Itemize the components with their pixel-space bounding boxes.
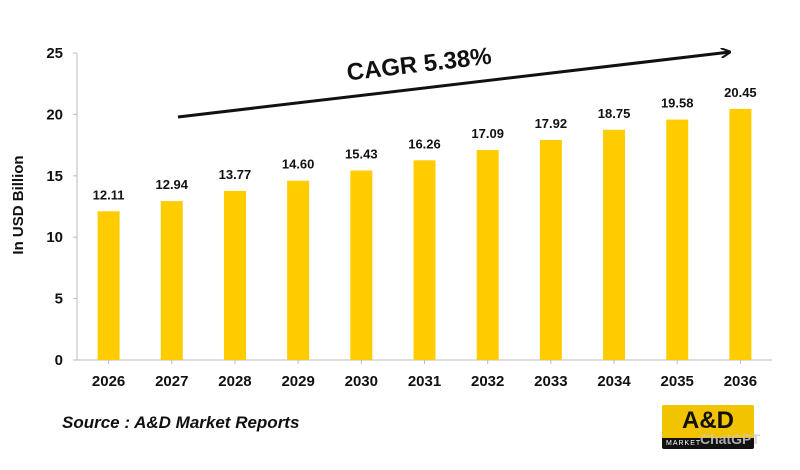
- x-tick-label: 2034: [597, 373, 631, 390]
- bar: [666, 119, 689, 360]
- y-tick-label: 10: [46, 229, 63, 246]
- data-label: 20.45: [724, 85, 757, 100]
- source-note: Source : A&D Market Reports: [62, 413, 300, 432]
- cagr-arrow: [177, 52, 730, 119]
- bar: [539, 139, 562, 360]
- logo-mark: A&D: [682, 407, 734, 434]
- x-tick-label: 2028: [218, 373, 251, 390]
- bar: [476, 150, 499, 360]
- data-label: 17.09: [471, 126, 504, 141]
- bar: [350, 170, 373, 360]
- watermark-text: ChatGPT: [700, 431, 760, 447]
- x-tick-label: 2035: [661, 373, 694, 390]
- x-tick-label: 2036: [724, 373, 757, 390]
- x-tick-label: 2033: [534, 373, 567, 390]
- data-label: 14.60: [282, 157, 315, 172]
- data-label: 19.58: [661, 96, 694, 111]
- bar: [97, 211, 120, 360]
- cagr-annotation: CAGR 5.38%: [345, 43, 493, 87]
- bars: [97, 108, 752, 361]
- bar: [223, 190, 246, 360]
- y-tick-label: 20: [46, 106, 63, 123]
- y-tick-label: 15: [46, 168, 63, 185]
- bar: [413, 160, 436, 360]
- x-tick-label: 2030: [345, 373, 378, 390]
- x-tick-label: 2029: [281, 373, 314, 390]
- x-tick-label: 2027: [155, 373, 188, 390]
- bar: [287, 180, 310, 360]
- data-label: 15.43: [345, 147, 378, 162]
- x-tick-label: 2031: [408, 373, 441, 390]
- y-tick-label: 25: [46, 45, 63, 62]
- company-logo: A&D MARKET: [662, 405, 754, 449]
- data-label: 12.11: [93, 187, 125, 202]
- y-axis-title: In USD Billion: [10, 155, 27, 254]
- y-tick-label: 0: [55, 352, 63, 369]
- bar: [603, 129, 626, 360]
- data-labels: 12.11 12.94 13.77 14.60 15.43 16.26 17.09 17.92…: [93, 85, 757, 202]
- data-label: 16.26: [408, 136, 441, 151]
- data-label: 12.94: [155, 177, 188, 192]
- data-label: 18.75: [598, 106, 631, 121]
- bar: [729, 108, 752, 361]
- y-tick-label: 5: [55, 291, 63, 308]
- data-label: 17.92: [535, 116, 568, 131]
- bar: [160, 201, 183, 360]
- x-tick-label: 2026: [92, 373, 125, 390]
- data-label: 13.77: [219, 167, 252, 182]
- logo-subtext: MARKET: [662, 438, 754, 449]
- x-tick-label: 2032: [471, 373, 504, 390]
